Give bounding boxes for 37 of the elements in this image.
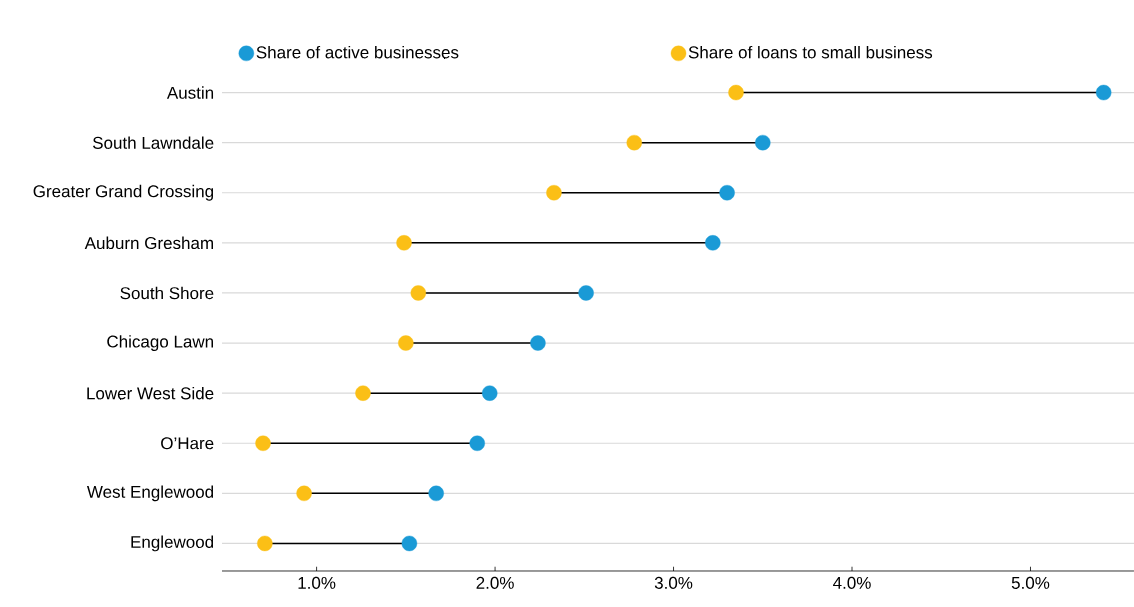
y-tick-label: Lower West Side bbox=[87, 386, 214, 400]
point bbox=[255, 435, 271, 451]
y-tick-label: South Shore bbox=[120, 286, 214, 300]
point bbox=[482, 385, 498, 401]
y-tick-label: Englewood bbox=[131, 535, 214, 552]
x-tick-label: 2.0% bbox=[476, 576, 514, 589]
x-tick-label: 1.0% bbox=[298, 576, 336, 589]
legend-label: Share of active businesses bbox=[256, 45, 459, 59]
legend-label: Share of loans to small business bbox=[688, 45, 933, 59]
y-tick-label: West Englewood bbox=[86, 485, 214, 502]
point bbox=[428, 485, 444, 502]
point bbox=[396, 235, 412, 251]
y-tick-label: O’Hare bbox=[161, 437, 214, 450]
point bbox=[398, 335, 414, 351]
point bbox=[755, 134, 771, 151]
y-tick-label: Austin bbox=[166, 86, 214, 99]
x-tick-label: 4.0% bbox=[833, 576, 871, 589]
x-tick-label: 5.0% bbox=[1011, 576, 1050, 589]
point bbox=[728, 84, 744, 101]
y-tick-label: Chicago Lawn bbox=[107, 335, 213, 351]
point bbox=[469, 435, 485, 451]
y-tick-label: Auburn Gresham bbox=[84, 236, 213, 250]
point bbox=[719, 185, 735, 201]
point bbox=[578, 285, 594, 301]
point bbox=[410, 285, 427, 301]
x-tick-label: 3.0% bbox=[654, 576, 693, 589]
point bbox=[355, 385, 371, 401]
point bbox=[546, 185, 562, 201]
point bbox=[401, 535, 418, 552]
point bbox=[530, 335, 546, 351]
y-tick-label: South Lawndale bbox=[92, 136, 214, 149]
point bbox=[1095, 84, 1112, 101]
point bbox=[296, 485, 312, 502]
point bbox=[626, 134, 642, 151]
point bbox=[257, 535, 273, 552]
point bbox=[705, 235, 721, 251]
y-tick-label: Greater Grand Crossing bbox=[33, 184, 214, 201]
